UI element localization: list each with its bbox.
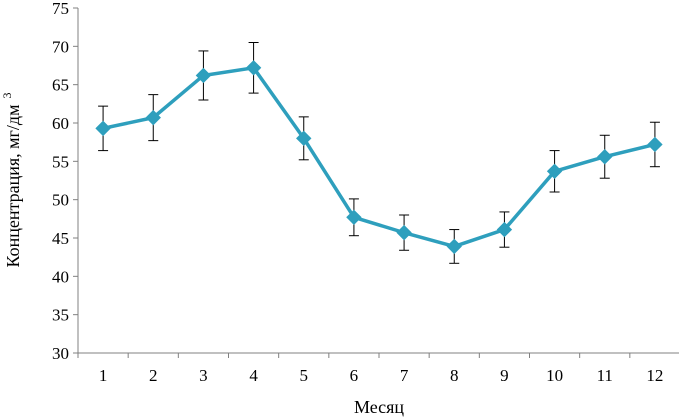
y-tick-label: 35 bbox=[52, 306, 69, 325]
axes bbox=[77, 8, 679, 354]
y-tick-label: 70 bbox=[52, 37, 69, 56]
x-tick-label: 11 bbox=[597, 366, 613, 385]
y-tick-label: 30 bbox=[52, 344, 69, 363]
error-bars bbox=[98, 42, 660, 264]
data-point-marker bbox=[647, 136, 663, 153]
y-tick-label: 65 bbox=[52, 76, 69, 95]
y-tick-label: 50 bbox=[52, 191, 69, 210]
y-tick-labels: 30 35 40 45 50 55 60 65 70 75 bbox=[52, 0, 78, 363]
data-point-marker bbox=[296, 130, 312, 147]
data-point-marker bbox=[95, 120, 111, 137]
x-axis-title: Месяц bbox=[354, 397, 404, 417]
x-tick-label: 5 bbox=[300, 366, 309, 385]
x-tick-label: 4 bbox=[249, 366, 258, 385]
data-point-marker bbox=[346, 209, 362, 226]
x-tick-label: 2 bbox=[149, 366, 158, 385]
data-point-marker bbox=[446, 238, 462, 255]
data-point-marker bbox=[546, 163, 563, 180]
x-tick-label: 1 bbox=[99, 366, 108, 385]
x-tick-label: 9 bbox=[500, 366, 509, 385]
y-axis-title: Концентрация, мг/дм 3 bbox=[0, 93, 23, 268]
x-tick-labels: 1 2 3 4 5 6 7 8 9 10 11 12 bbox=[77, 353, 663, 385]
y-axis-title-superscript: 3 bbox=[0, 93, 14, 99]
y-axis-title-main: Концентрация, мг/дм bbox=[3, 105, 23, 268]
y-tick-label: 45 bbox=[52, 229, 69, 248]
series-line bbox=[102, 66, 656, 249]
data-point-marker bbox=[245, 60, 262, 76]
x-tick-label: 3 bbox=[199, 366, 208, 385]
x-tick-label: 10 bbox=[546, 366, 563, 385]
data-point-marker bbox=[597, 149, 613, 165]
x-tick-label: 8 bbox=[450, 366, 459, 385]
y-tick-label: 75 bbox=[52, 0, 69, 18]
x-tick-label: 7 bbox=[400, 366, 409, 385]
data-point-marker bbox=[496, 221, 513, 238]
series-group bbox=[95, 60, 663, 255]
y-tick-label: 60 bbox=[52, 114, 69, 133]
y-tick-label: 55 bbox=[52, 152, 69, 171]
x-tick-label: 6 bbox=[350, 366, 359, 385]
data-point-marker bbox=[145, 109, 161, 126]
data-point-marker bbox=[396, 224, 412, 241]
x-tick-label: 12 bbox=[646, 366, 663, 385]
data-point-marker bbox=[195, 67, 212, 84]
y-tick-label: 40 bbox=[52, 267, 69, 286]
